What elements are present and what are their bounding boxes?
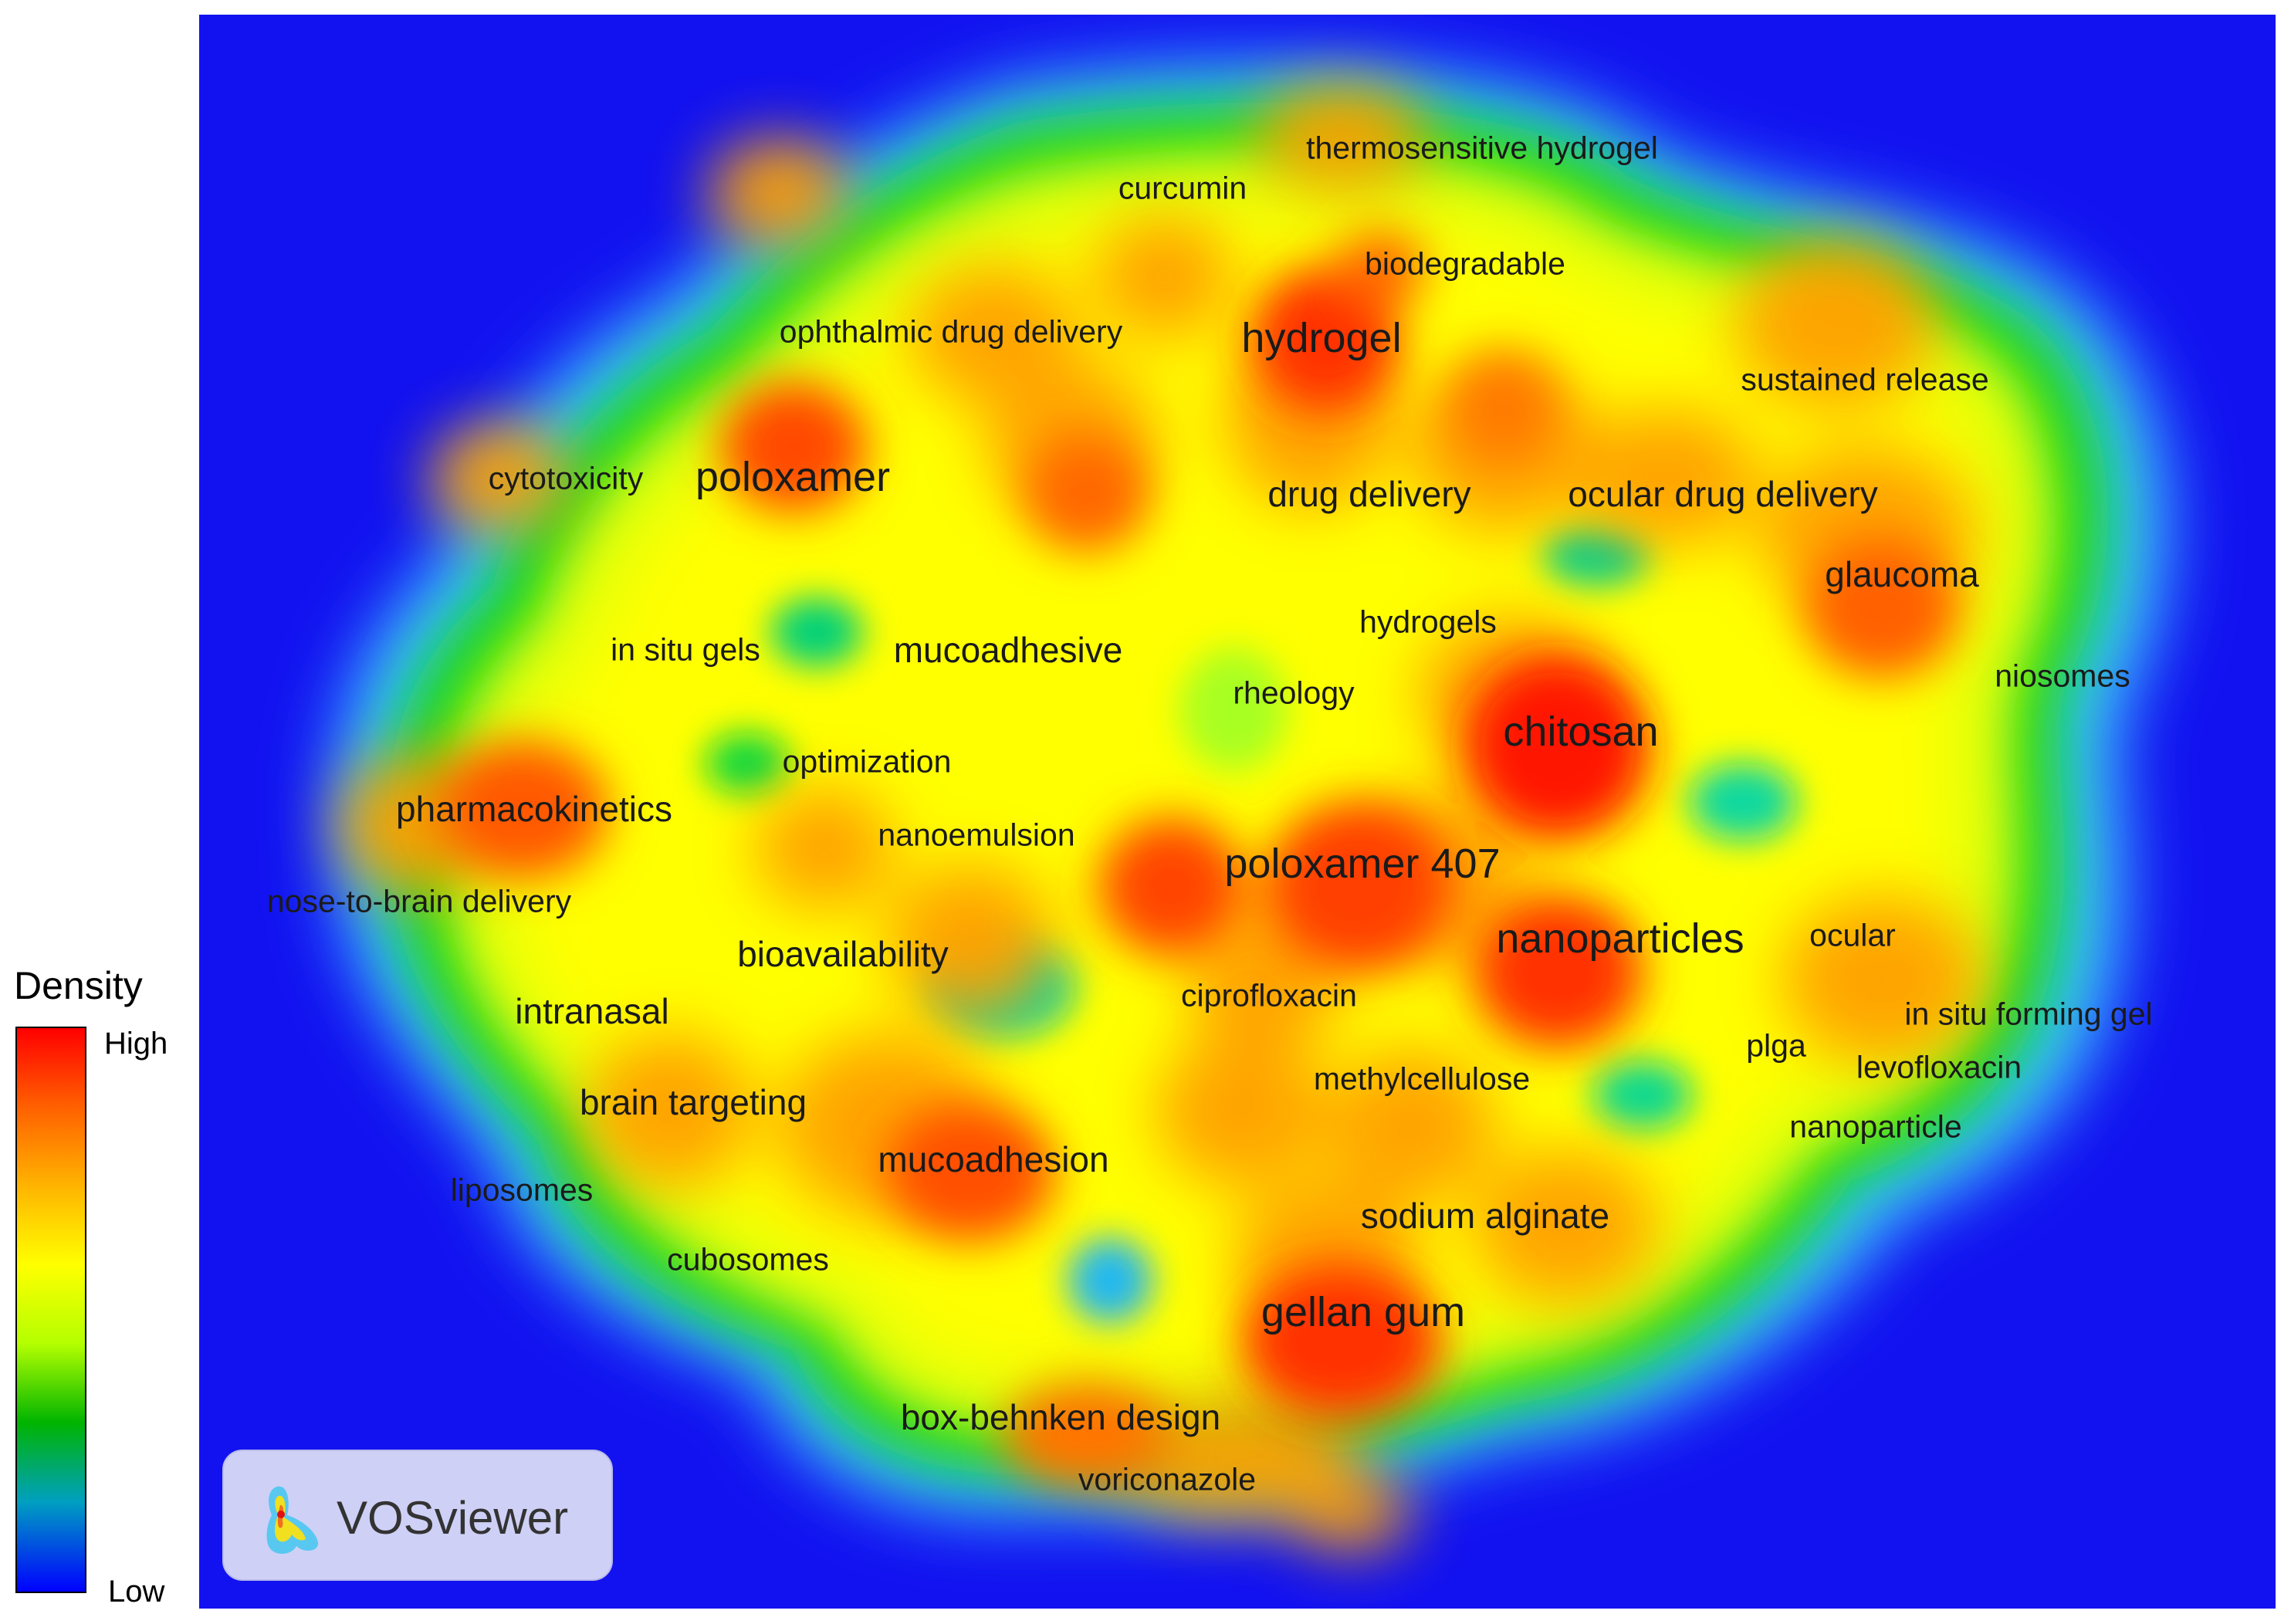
vosviewer-logo-badge: VOSviewer: [222, 1450, 613, 1581]
keyword-label[interactable]: nanoparticles: [1496, 915, 1744, 962]
keyword-label[interactable]: glaucoma: [1825, 554, 1979, 594]
keyword-label[interactable]: cubosomes: [667, 1241, 829, 1277]
keyword-label[interactable]: poloxamer 407: [1224, 841, 1501, 887]
keyword-label[interactable]: poloxamer: [695, 454, 891, 500]
legend-low-label: Low: [108, 1575, 165, 1609]
density-map[interactable]: thermosensitive hydrogel curcumin biodegra…: [199, 15, 2276, 1609]
keyword-label[interactable]: thermosensitive hydrogel: [1306, 130, 1658, 166]
keyword-label[interactable]: biodegradable: [1365, 245, 1565, 282]
keyword-label[interactable]: ciprofloxacin: [1181, 977, 1357, 1013]
keyword-label[interactable]: hydrogels: [1359, 604, 1497, 640]
keyword-label[interactable]: niosomes: [1995, 658, 2130, 694]
legend-high-label: High: [104, 1027, 168, 1061]
keyword-label[interactable]: in situ forming gel: [1904, 996, 2153, 1032]
keyword-label[interactable]: chitosan: [1503, 709, 1659, 755]
keyword-label[interactable]: liposomes: [450, 1172, 594, 1208]
keyword-label[interactable]: bioavailability: [737, 934, 949, 974]
keyword-label[interactable]: brain targeting: [579, 1082, 807, 1122]
keyword-label[interactable]: in situ gels: [611, 631, 760, 668]
vosviewer-logo-icon: [266, 1486, 319, 1555]
keyword-label[interactable]: ocular: [1809, 917, 1896, 953]
keyword-label[interactable]: cytotoxicity: [488, 460, 644, 496]
legend-title: Density: [14, 964, 143, 1007]
keyword-label[interactable]: sodium alginate: [1360, 1196, 1610, 1236]
keyword-label[interactable]: levofloxacin: [1856, 1049, 2022, 1085]
keyword-label[interactable]: ophthalmic drug delivery: [779, 313, 1123, 350]
keyword-label[interactable]: curcumin: [1118, 170, 1247, 206]
keyword-label[interactable]: gellan gum: [1261, 1289, 1466, 1335]
keyword-label[interactable]: nose-to-brain delivery: [266, 883, 572, 919]
keyword-label[interactable]: methylcellulose: [1313, 1061, 1531, 1097]
keyword-label[interactable]: nanoparticle: [1789, 1108, 1962, 1145]
keyword-label[interactable]: mucoadhesive: [893, 630, 1123, 670]
density-heatmap: [199, 15, 2276, 1609]
legend-gradient: [17, 1028, 85, 1592]
keyword-label[interactable]: mucoadhesion: [878, 1139, 1109, 1179]
keyword-label[interactable]: sustained release: [1741, 361, 1989, 398]
legend-color-scale: [15, 1027, 86, 1593]
vosviewer-logo-text: VOSviewer: [337, 1492, 569, 1544]
keyword-label[interactable]: pharmacokinetics: [396, 789, 672, 829]
keyword-label[interactable]: drug delivery: [1267, 474, 1471, 514]
keyword-label[interactable]: rheology: [1233, 675, 1355, 711]
keyword-label[interactable]: box-behnken design: [900, 1397, 1221, 1437]
keyword-label[interactable]: plga: [1746, 1027, 1806, 1064]
keyword-label[interactable]: optimization: [782, 743, 952, 780]
keyword-label[interactable]: ocular drug delivery: [1568, 474, 1878, 514]
keyword-label[interactable]: nanoemulsion: [878, 817, 1075, 853]
keyword-label[interactable]: intranasal: [515, 991, 669, 1031]
keyword-label[interactable]: voriconazole: [1078, 1461, 1257, 1497]
keyword-label[interactable]: hydrogel: [1241, 315, 1402, 361]
